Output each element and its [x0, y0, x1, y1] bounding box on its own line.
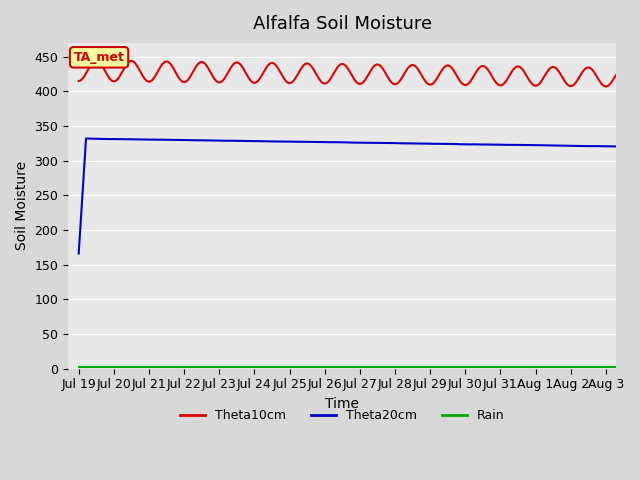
- Legend: Theta10cm, Theta20cm, Rain: Theta10cm, Theta20cm, Rain: [175, 405, 509, 427]
- Y-axis label: Soil Moisture: Soil Moisture: [15, 161, 29, 250]
- Text: TA_met: TA_met: [74, 51, 125, 64]
- X-axis label: Time: Time: [325, 397, 359, 411]
- Title: Alfalfa Soil Moisture: Alfalfa Soil Moisture: [253, 15, 432, 33]
